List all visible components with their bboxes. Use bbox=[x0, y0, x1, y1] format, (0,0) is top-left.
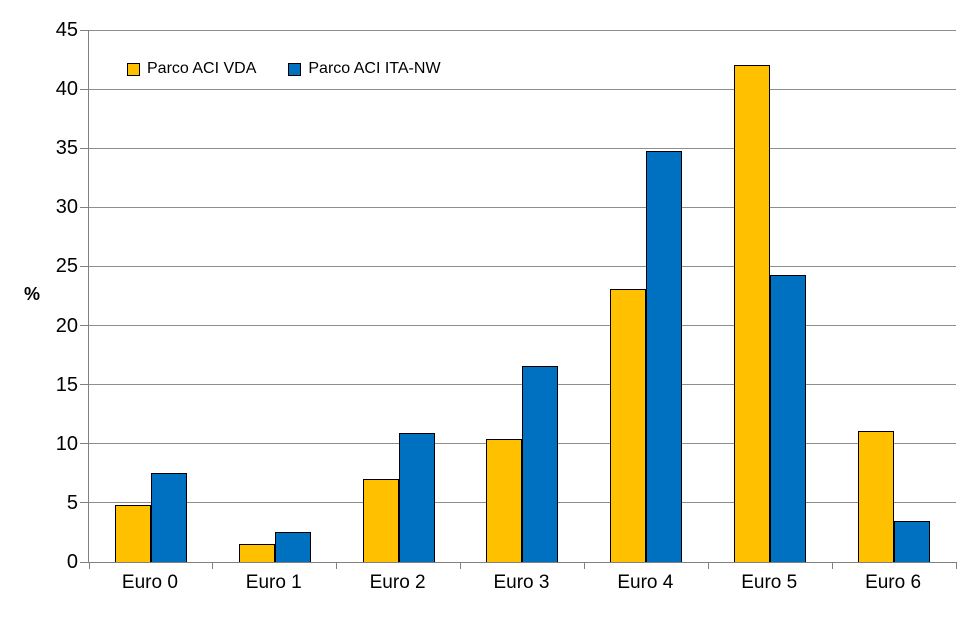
y-axis-tick bbox=[80, 502, 89, 504]
bar-group-euro-3 bbox=[461, 30, 585, 562]
y-axis-tick-label: 40 bbox=[55, 78, 78, 101]
gridline bbox=[89, 325, 956, 327]
x-axis-tick bbox=[583, 562, 585, 569]
x-axis-tick bbox=[88, 562, 90, 569]
bar-parco-aci-vda-euro-2 bbox=[362, 479, 399, 562]
y-axis-tick bbox=[80, 265, 89, 267]
gridline bbox=[89, 147, 956, 149]
bar-group-euro-5 bbox=[708, 30, 832, 562]
bar-parco-aci-vda-euro-5 bbox=[734, 65, 771, 562]
x-axis-tick-label: Euro 1 bbox=[245, 572, 302, 593]
y-axis-tick-label: 0 bbox=[66, 551, 78, 573]
y-axis-tick bbox=[80, 561, 89, 563]
x-axis-tick bbox=[831, 562, 833, 569]
y-axis-tick-label: 25 bbox=[55, 255, 78, 278]
y-axis-tick bbox=[80, 88, 89, 90]
bar-group-euro-6 bbox=[832, 30, 956, 562]
x-axis-tick bbox=[460, 562, 462, 569]
x-axis-tick-label: Euro 0 bbox=[121, 572, 178, 593]
bar-parco-aci-vda-euro-6 bbox=[858, 430, 895, 562]
x-axis-tick-label: Euro 2 bbox=[369, 572, 426, 593]
legend-item-parco-aci-vda: Parco ACI VDA bbox=[127, 60, 256, 78]
legend-swatch-parco-aci-vda bbox=[127, 62, 140, 76]
y-axis-tick-label: 30 bbox=[55, 196, 78, 219]
y-axis-tick-label: 45 bbox=[55, 19, 78, 41]
gridline bbox=[89, 29, 956, 31]
y-axis-tick-label: 35 bbox=[55, 137, 78, 160]
plot-area: Parco ACI VDA Parco ACI ITA-NW bbox=[80, 29, 957, 569]
x-axis-tick bbox=[336, 562, 338, 569]
bar-parco-aci-ita-nw-euro-3 bbox=[522, 365, 559, 562]
x-axis-tick-label: Euro 5 bbox=[741, 572, 798, 593]
y-axis-tick bbox=[80, 325, 89, 327]
y-axis-tick-label: 20 bbox=[55, 314, 78, 337]
bar-parco-aci-vda-euro-4 bbox=[610, 288, 647, 562]
y-axis-tick bbox=[80, 147, 89, 149]
bar-group-euro-4 bbox=[584, 30, 708, 562]
bar-parco-aci-ita-nw-euro-4 bbox=[646, 150, 683, 562]
gridline bbox=[89, 206, 956, 208]
legend-item-parco-aci-ita-nw: Parco ACI ITA-NW bbox=[288, 60, 441, 78]
bar-group-euro-2 bbox=[337, 30, 461, 562]
x-axis-tick-label: Euro 3 bbox=[493, 572, 550, 593]
bar-parco-aci-vda-euro-0 bbox=[114, 505, 151, 562]
x-axis-tick bbox=[212, 562, 214, 569]
x-axis-tick-label: Euro 6 bbox=[865, 572, 922, 593]
y-axis-tick bbox=[80, 206, 89, 208]
y-axis-title: % bbox=[24, 284, 41, 304]
y-axis-tick bbox=[80, 384, 89, 386]
gridline bbox=[89, 88, 956, 90]
legend-label-parco-aci-vda: Parco ACI VDA bbox=[147, 60, 257, 77]
x-axis-tick bbox=[707, 562, 709, 569]
bar-parco-aci-ita-nw-euro-1 bbox=[274, 532, 311, 562]
bar-group-euro-1 bbox=[213, 30, 337, 562]
x-axis-tick-label: Euro 4 bbox=[617, 572, 674, 593]
y-axis-tick-label: 10 bbox=[55, 432, 78, 455]
y-axis-tick bbox=[80, 29, 89, 31]
bar-parco-aci-ita-nw-euro-0 bbox=[150, 473, 187, 562]
legend: Parco ACI VDA Parco ACI ITA-NW bbox=[127, 60, 441, 78]
bar-parco-aci-ita-nw-euro-6 bbox=[894, 520, 931, 562]
bar-group-euro-0 bbox=[89, 30, 213, 562]
bar-parco-aci-ita-nw-euro-2 bbox=[398, 433, 435, 562]
legend-swatch-parco-aci-ita-nw bbox=[288, 62, 302, 76]
y-axis-tick bbox=[80, 443, 89, 445]
bar-parco-aci-vda-euro-1 bbox=[238, 544, 275, 562]
bar-parco-aci-ita-nw-euro-5 bbox=[770, 274, 807, 562]
bar-parco-aci-vda-euro-3 bbox=[486, 439, 523, 562]
y-axis-tick-label: 5 bbox=[66, 491, 78, 514]
x-axis-tick bbox=[955, 562, 957, 569]
y-axis-tick-label: 15 bbox=[55, 373, 78, 396]
legend-label-parco-aci-ita-nw: Parco ACI ITA-NW bbox=[308, 60, 441, 77]
gridline bbox=[89, 265, 956, 267]
